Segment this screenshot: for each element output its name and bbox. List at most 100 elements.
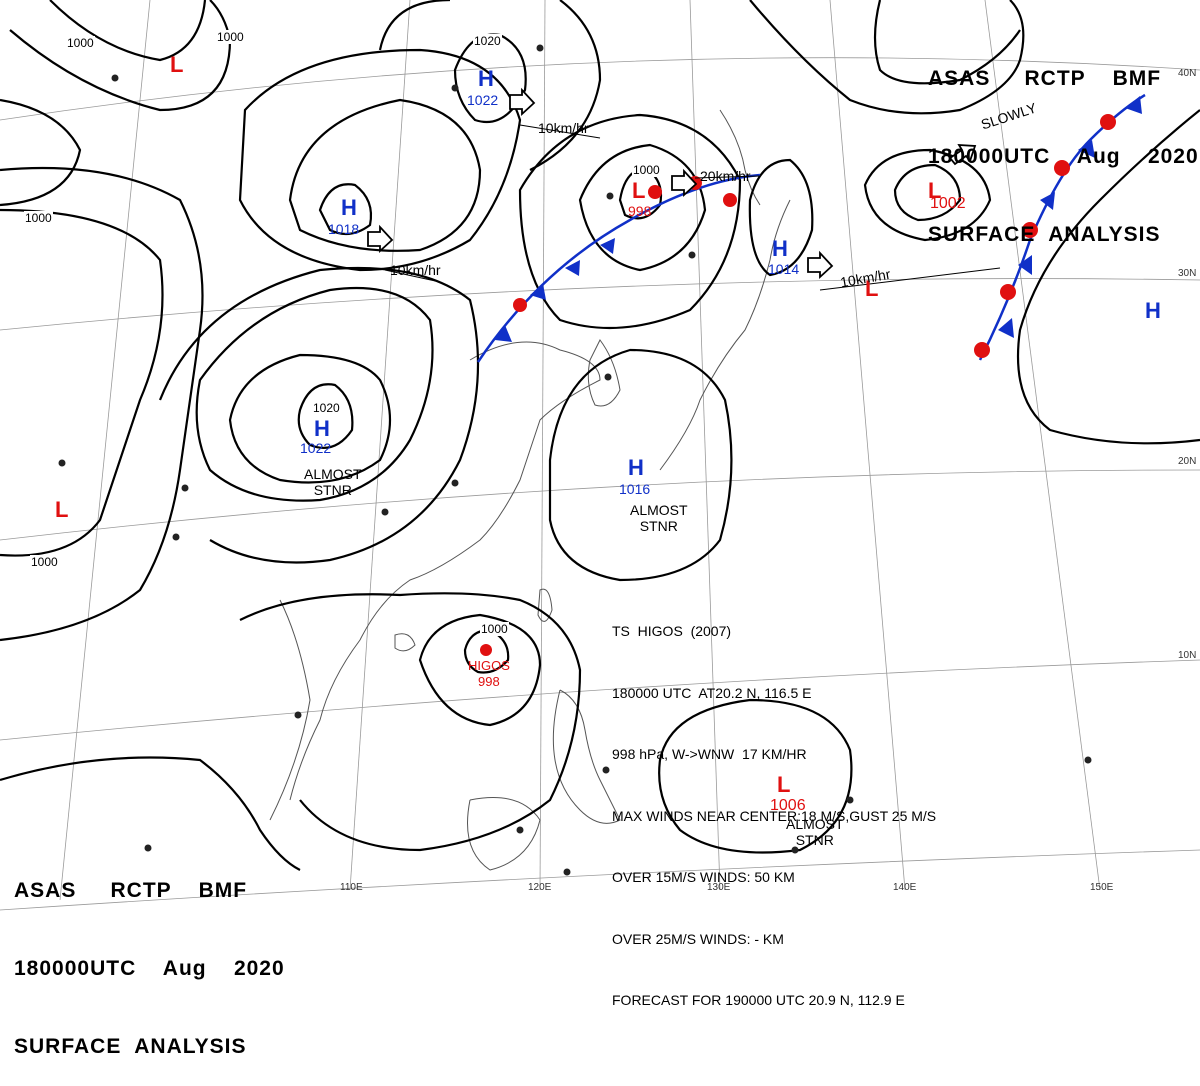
high-pressure-symbol: H	[772, 236, 788, 261]
warm-front-semicircle	[1022, 222, 1038, 238]
low-pressure-value: 998	[628, 203, 652, 219]
isobar	[378, 0, 451, 51]
typhoon-info-line: 998 hPa, W->WNW 17 KM/HR	[612, 746, 807, 762]
station-dot	[58, 459, 66, 467]
typhoon-info-line: 180000 UTC AT20.2 N, 116.5 E	[612, 684, 812, 701]
station-dot	[451, 84, 459, 92]
header-line-3: SURFACE ANALYSIS	[14, 1035, 247, 1058]
isobar	[228, 353, 392, 484]
station-dot	[181, 484, 189, 492]
station-dot	[1084, 756, 1092, 764]
longitude-line-110e	[349, 0, 411, 891]
isobar	[0, 98, 82, 207]
low-pressure-symbol: L	[170, 52, 184, 77]
isobar-label: 1020	[312, 401, 341, 415]
movement-arrow	[509, 87, 536, 117]
latitude-label: 30N	[1178, 268, 1197, 279]
analysis-header-bottom: ASAS RCTP BMF 180000UTC Aug 2020 SURFACE…	[14, 826, 285, 1086]
warm-front-semicircle	[513, 298, 527, 312]
longitude-label: 140E	[893, 882, 917, 893]
coastline-korea	[587, 339, 621, 407]
station-plots	[58, 44, 1092, 876]
cold-front-triangle	[565, 260, 580, 276]
isobar	[49, 0, 207, 62]
isobar	[463, 628, 510, 674]
latitude-label: 40N	[1178, 68, 1197, 79]
longitude-line-150e	[984, 0, 1101, 891]
warm-front-semicircle	[974, 342, 990, 358]
typhoon-marker	[480, 644, 492, 656]
high-pressure-symbol: H	[341, 195, 357, 220]
low-pressure-value: 1006	[770, 797, 806, 814]
isobar-label: 1000	[480, 622, 509, 636]
isobar-label: 1000	[24, 211, 53, 225]
latitude-line-20n	[0, 469, 1200, 541]
cold-front-triangle	[1018, 255, 1032, 275]
warm-front-semicircle	[648, 185, 662, 199]
isobar-label: 1020	[473, 34, 502, 48]
cold-front-triangle	[495, 325, 512, 342]
isobar	[893, 163, 962, 222]
high-pressure-symbol: H	[314, 416, 330, 441]
longitude-label: 150E	[1090, 882, 1114, 893]
coastline-china	[289, 341, 601, 801]
isobar	[158, 266, 480, 564]
isobar-label: 1000	[216, 30, 245, 44]
almost-stationary-note: ALMOST STNR	[304, 466, 362, 498]
coastline-hainan	[394, 633, 416, 652]
high-pressure-symbol: H	[478, 66, 494, 91]
note-line: STNR	[313, 482, 352, 498]
latitude-line-40n	[0, 57, 1200, 121]
coastline-taiwan	[537, 588, 553, 622]
high-pressure-value: 1022	[300, 440, 332, 456]
station-dot	[451, 479, 459, 487]
coastline-japan-north	[719, 109, 761, 206]
header-line-1: ASAS RCTP BMF	[14, 879, 248, 902]
typhoon-info-line: OVER 15M/S WINDS: 50 KM	[612, 869, 795, 885]
latitude-line-10n	[0, 659, 1200, 741]
note-line: ALMOST	[786, 816, 844, 832]
station-dot	[604, 373, 612, 381]
isobar	[0, 756, 301, 871]
station-dot	[172, 533, 180, 541]
station-dot	[536, 44, 544, 52]
note-line: STNR	[639, 518, 678, 534]
longitude-line-130e	[689, 0, 721, 891]
coastlines	[269, 109, 791, 871]
isobar	[518, 113, 742, 330]
movement-leaders	[384, 124, 1001, 291]
typhoon-info-block: TS HIGOS (2007) 180000 UTC AT20.2 N, 116…	[612, 580, 936, 1031]
isobar	[238, 48, 522, 272]
station-dot	[688, 251, 696, 259]
latitude-line-0	[0, 849, 1200, 911]
isobar	[0, 166, 204, 642]
longitude-label: 130E	[707, 882, 731, 893]
header-line-3: SURFACE ANALYSIS	[928, 223, 1161, 246]
warm-front-semicircle	[1100, 114, 1116, 130]
low-pressure-value: 1002	[930, 195, 966, 212]
latitude-label: 20N	[1178, 456, 1197, 467]
movement-arrow	[807, 250, 834, 280]
high-pressure-value: 1022	[467, 92, 499, 108]
note-line: ALMOST	[304, 466, 362, 482]
latitude-label: 10N	[1178, 650, 1197, 661]
movement-speed-label: 10km/hr	[390, 262, 441, 278]
movement-arrow	[671, 168, 698, 198]
isobar	[195, 286, 434, 502]
latitude-line-30n	[0, 278, 1200, 331]
longitude-line-140e	[829, 0, 906, 891]
stationary-front	[974, 93, 1146, 361]
coastline-borneo	[467, 797, 541, 871]
cold-front-triangle	[600, 238, 615, 254]
almost-stationary-note: ALMOST STNR	[630, 502, 688, 534]
surface-analysis-map	[0, 0, 1200, 911]
station-dot	[846, 796, 854, 804]
low-pressure-symbol: L	[55, 497, 69, 522]
header-line-2: 180000UTC Aug 2020	[928, 145, 1199, 168]
cold-front-triangle	[530, 284, 546, 300]
isobar	[0, 208, 164, 557]
high-pressure-value: 1014	[768, 261, 800, 277]
high-pressure-symbol: H	[628, 455, 644, 480]
cold-front-triangle	[998, 318, 1014, 338]
longitude-label: 110E	[340, 882, 363, 893]
